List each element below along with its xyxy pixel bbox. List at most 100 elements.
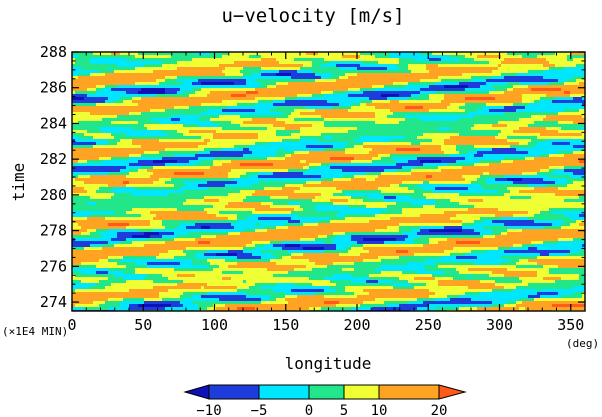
heatmap-cell bbox=[135, 136, 139, 140]
heatmap-cell bbox=[231, 103, 235, 107]
heatmap-cell bbox=[90, 58, 94, 62]
heatmap-cell bbox=[522, 52, 526, 56]
heatmap-cell bbox=[129, 88, 133, 92]
heatmap-cell bbox=[156, 61, 160, 65]
heatmap-cell bbox=[144, 94, 148, 98]
heatmap-cell bbox=[141, 67, 145, 71]
heatmap-cell bbox=[219, 118, 223, 122]
heatmap-cell bbox=[531, 61, 535, 65]
heatmap-cell bbox=[183, 112, 187, 116]
heatmap-cell bbox=[552, 136, 556, 140]
heatmap-cell bbox=[186, 121, 190, 125]
heatmap-cell bbox=[477, 103, 481, 107]
heatmap-cell bbox=[417, 118, 421, 122]
heatmap-cell bbox=[207, 88, 211, 92]
heatmap-cell bbox=[381, 109, 385, 113]
heatmap-cell bbox=[429, 85, 433, 89]
heatmap-cell bbox=[105, 124, 109, 128]
heatmap-cell bbox=[135, 109, 139, 113]
heatmap-cell bbox=[87, 112, 91, 116]
heatmap-cell bbox=[534, 73, 538, 77]
heatmap-cell bbox=[204, 115, 208, 119]
heatmap-cell bbox=[453, 82, 457, 86]
heatmap-cell bbox=[522, 115, 526, 119]
heatmap-cell bbox=[78, 118, 82, 122]
heatmap-cell bbox=[546, 103, 550, 107]
heatmap-cell bbox=[417, 130, 421, 134]
heatmap-cell bbox=[339, 115, 343, 119]
heatmap-cell bbox=[426, 94, 430, 98]
heatmap-cell bbox=[207, 115, 211, 119]
heatmap-cell bbox=[567, 52, 571, 56]
heatmap-cell bbox=[567, 97, 571, 101]
heatmap-cell bbox=[108, 64, 112, 68]
heatmap-cell bbox=[390, 97, 394, 101]
heatmap-cell bbox=[120, 55, 124, 59]
heatmap-cell bbox=[324, 61, 328, 65]
heatmap-cell bbox=[543, 94, 547, 98]
heatmap-cell bbox=[123, 58, 127, 62]
heatmap-cell bbox=[369, 52, 373, 56]
heatmap-cell bbox=[507, 124, 511, 128]
heatmap-cell bbox=[579, 136, 583, 140]
heatmap-cell bbox=[342, 76, 346, 80]
heatmap-cell bbox=[456, 73, 460, 77]
heatmap-cell bbox=[501, 127, 505, 131]
heatmap-cell bbox=[552, 82, 556, 86]
heatmap-cell bbox=[534, 118, 538, 122]
heatmap-cell bbox=[348, 136, 352, 140]
heatmap-cell bbox=[258, 61, 262, 65]
heatmap-cell bbox=[573, 64, 577, 68]
heatmap-cell bbox=[102, 127, 106, 131]
heatmap-cell bbox=[492, 115, 496, 119]
heatmap-cell bbox=[480, 91, 484, 95]
heatmap-cell bbox=[231, 88, 235, 92]
heatmap-cell bbox=[447, 109, 451, 113]
heatmap-cell bbox=[96, 133, 100, 137]
heatmap-cell bbox=[477, 118, 481, 122]
heatmap-cell bbox=[162, 64, 166, 68]
heatmap-cell bbox=[129, 85, 133, 89]
heatmap-cell bbox=[435, 133, 439, 137]
heatmap-cell bbox=[117, 124, 121, 128]
heatmap-cell bbox=[474, 124, 478, 128]
heatmap-cell bbox=[120, 97, 124, 101]
heatmap-cell bbox=[258, 94, 262, 98]
heatmap-cell bbox=[192, 73, 196, 77]
heatmap-cell bbox=[483, 136, 487, 140]
heatmap-cell bbox=[516, 85, 520, 89]
heatmap-cell bbox=[276, 73, 280, 77]
heatmap-cell bbox=[495, 76, 499, 80]
heatmap-cell bbox=[546, 121, 550, 125]
heatmap-cell bbox=[423, 76, 427, 80]
heatmap-cell bbox=[426, 115, 430, 119]
heatmap-cell bbox=[291, 76, 295, 80]
heatmap-cell bbox=[273, 127, 277, 131]
heatmap-cell bbox=[297, 106, 301, 110]
heatmap-cell bbox=[558, 58, 562, 62]
heatmap-cell bbox=[471, 106, 475, 110]
heatmap-cell bbox=[408, 109, 412, 113]
heatmap-cell bbox=[189, 52, 193, 56]
heatmap-cell bbox=[312, 115, 316, 119]
heatmap-cell bbox=[177, 73, 181, 77]
heatmap-cell bbox=[297, 94, 301, 98]
heatmap-cell bbox=[354, 58, 358, 62]
heatmap-cell bbox=[417, 133, 421, 137]
heatmap-cell bbox=[288, 112, 292, 116]
heatmap-cell bbox=[582, 118, 586, 122]
heatmap-cell bbox=[315, 127, 319, 131]
heatmap-cell bbox=[570, 130, 574, 134]
heatmap-cell bbox=[483, 91, 487, 95]
heatmap-cell bbox=[153, 133, 157, 137]
heatmap-cell bbox=[150, 94, 154, 98]
heatmap-cell bbox=[543, 112, 547, 116]
heatmap-cell bbox=[225, 61, 229, 65]
heatmap-cell bbox=[420, 85, 424, 89]
heatmap-cell bbox=[90, 97, 94, 101]
heatmap-cell bbox=[474, 118, 478, 122]
heatmap-cell bbox=[405, 67, 409, 71]
heatmap-cell bbox=[84, 100, 88, 104]
heatmap-cell bbox=[99, 55, 103, 59]
heatmap-cell bbox=[243, 76, 247, 80]
